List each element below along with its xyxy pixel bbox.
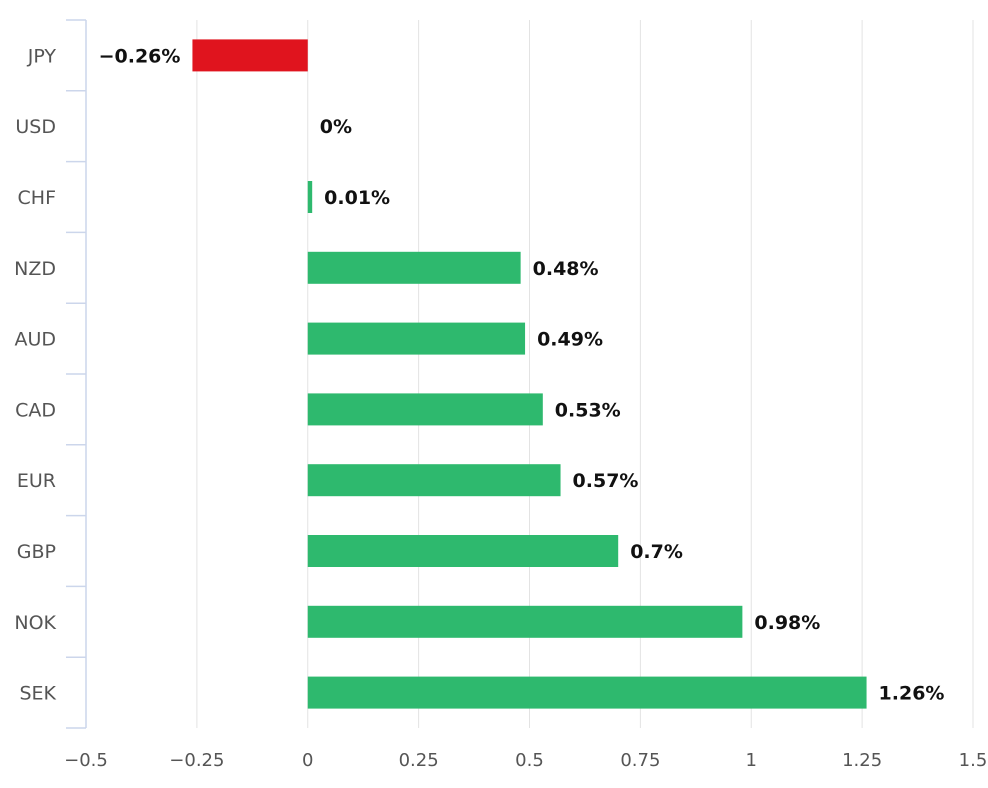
- x-tick-labels: −0.5 −0.25 0 0.25 0.5 0.75 1 1.25 1.5: [64, 750, 987, 771]
- category-axis: [66, 19, 87, 729]
- bar-sek: [307, 676, 867, 709]
- data-label-nok: 0.98%: [754, 612, 820, 634]
- data-label-aud: 0.49%: [537, 329, 603, 351]
- bar-jpy: [192, 39, 308, 72]
- x-tick-label: −0.5: [64, 750, 108, 771]
- x-tick-label: 0.75: [620, 750, 660, 771]
- category-label-jpy: JPY: [27, 45, 57, 67]
- data-label-nzd: 0.48%: [533, 258, 599, 280]
- data-label-gbp: 0.7%: [630, 541, 683, 563]
- category-label-nok: NOK: [14, 612, 56, 634]
- category-label-usd: USD: [15, 116, 56, 138]
- data-label-sek: 1.26%: [879, 683, 945, 705]
- bar-aud: [307, 322, 526, 355]
- bar-nzd: [307, 251, 521, 284]
- bar-nok: [307, 605, 743, 638]
- category-label-cad: CAD: [15, 399, 56, 421]
- data-labels: −0.26% 0% 0.01% 0.48% 0.49% 0.53% 0.57% 0.7% 0.9…: [99, 45, 945, 704]
- x-tick-label: 1.5: [959, 750, 988, 771]
- category-labels: JPY USD CHF NZD AUD CAD EUR GBP NOK SEK: [14, 45, 56, 704]
- x-tick-label: 1.25: [842, 750, 882, 771]
- category-label-sek: SEK: [19, 683, 56, 705]
- data-label-eur: 0.57%: [573, 470, 639, 492]
- category-label-nzd: NZD: [14, 258, 56, 280]
- bar-eur: [307, 464, 561, 497]
- bars: [192, 39, 867, 709]
- x-tick-label: −0.25: [169, 750, 224, 771]
- category-label-gbp: GBP: [17, 541, 56, 563]
- x-tick-label: 1: [746, 750, 757, 771]
- x-tick-label: 0.5: [515, 750, 544, 771]
- bar-gbp: [307, 535, 619, 567]
- category-label-chf: CHF: [18, 187, 56, 209]
- data-label-usd: 0%: [320, 116, 352, 138]
- category-label-aud: AUD: [14, 329, 56, 351]
- bar-cad: [307, 393, 543, 426]
- category-label-eur: EUR: [17, 470, 56, 492]
- x-tick-label: 0: [302, 750, 313, 771]
- data-label-cad: 0.53%: [555, 399, 621, 421]
- bar-chf: [307, 181, 313, 213]
- grid-lines: [196, 20, 974, 728]
- data-label-chf: 0.01%: [324, 187, 390, 209]
- x-tick-label: 0.25: [399, 750, 439, 771]
- data-label-jpy: −0.26%: [99, 45, 181, 67]
